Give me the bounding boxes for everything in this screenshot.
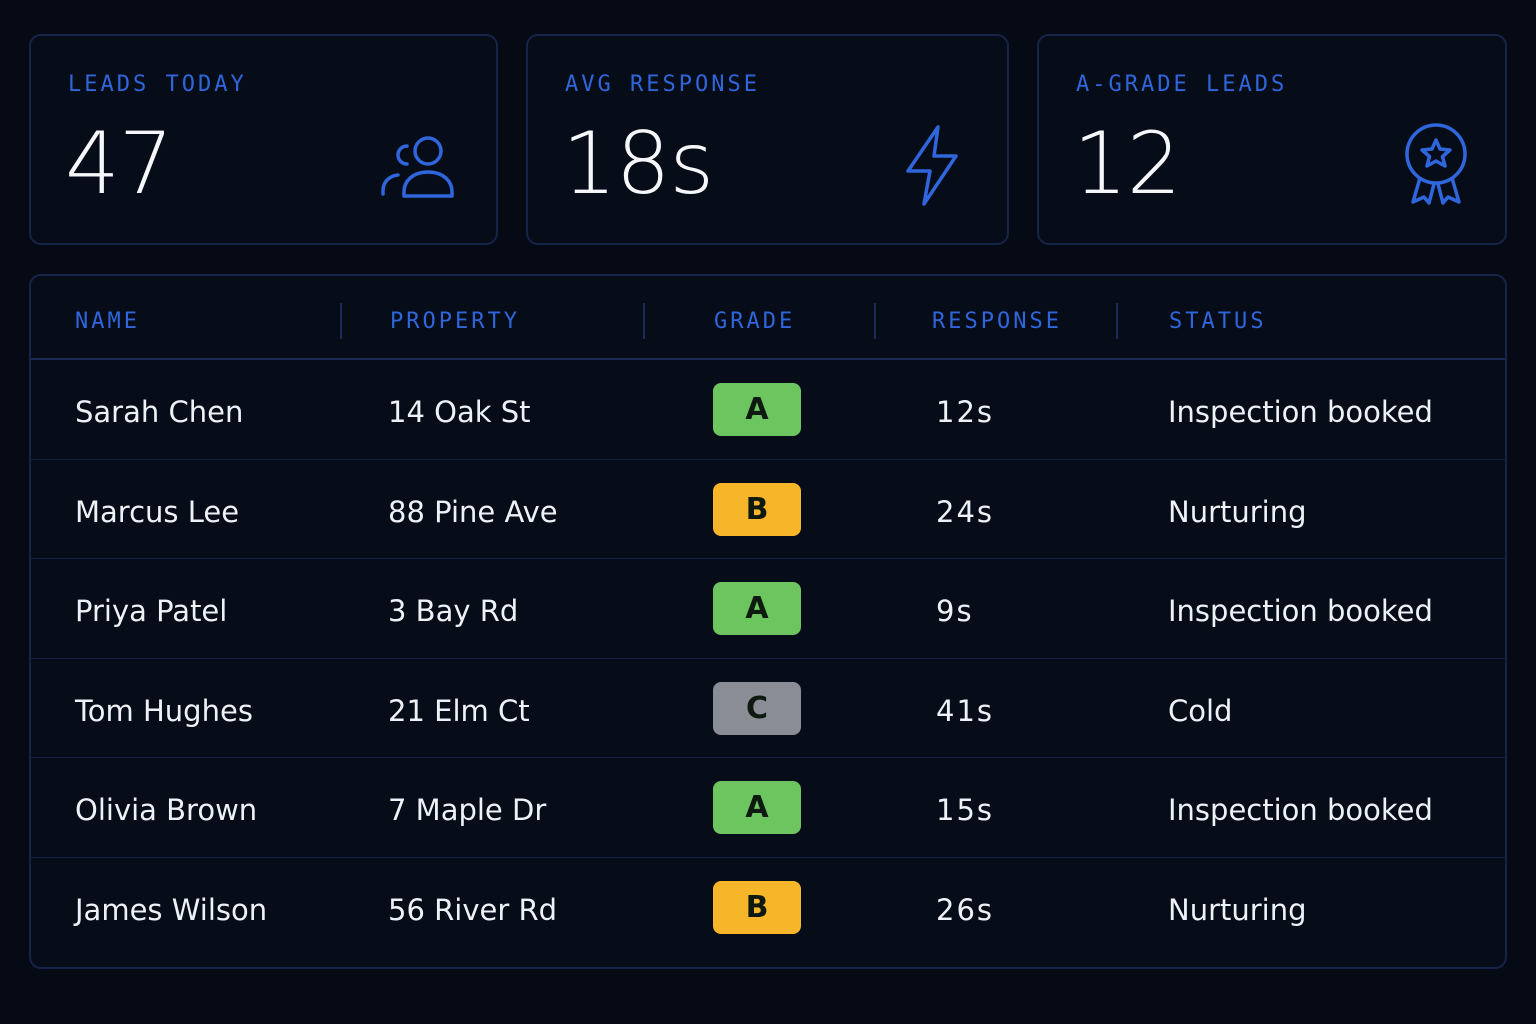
lead-name: Priya Patel	[75, 594, 228, 629]
lead-property: 56 River Rd	[388, 893, 558, 927]
lead-name: Olivia Brown	[75, 793, 258, 828]
lead-name: Sarah Chen	[75, 395, 244, 429]
lead-response-time: 12s	[936, 395, 995, 429]
table-row[interactable]: Sarah Chen 14 Oak St A 12s Inspection booked	[31, 360, 1505, 460]
users-icon	[380, 134, 458, 198]
lead-response-time: 9s	[936, 594, 974, 629]
table-row[interactable]: James Wilson 56 River Rd B 26s Nurturing	[31, 858, 1505, 958]
column-divider	[1116, 303, 1118, 339]
column-divider	[643, 303, 645, 339]
table-row[interactable]: Marcus Lee 88 Pine Ave B 24s Nurturing	[31, 460, 1505, 560]
header-response[interactable]: RESPONSE	[932, 309, 1062, 334]
lead-property: 88 Pine Ave	[388, 494, 558, 529]
stat-label: LEADS TODAY	[68, 72, 247, 97]
stat-value: 47	[65, 114, 173, 214]
grade-badge: A	[713, 582, 801, 636]
stat-label: AVG RESPONSE	[565, 72, 760, 97]
stat-value: 12	[1073, 114, 1181, 214]
grade-badge: A	[713, 383, 801, 436]
grade-badge: B	[713, 482, 801, 536]
stat-card-a-grade-leads: A-GRADE LEADS 12	[1037, 34, 1507, 245]
grade-badge: B	[713, 881, 801, 934]
stat-value: 18s	[562, 114, 714, 214]
lead-status: Inspection booked	[1168, 594, 1433, 629]
lead-response-time: 26s	[936, 893, 995, 927]
lead-response-time: 15s	[936, 793, 995, 828]
header-grade[interactable]: GRADE	[714, 309, 796, 334]
header-name[interactable]: NAME	[75, 309, 140, 334]
header-property[interactable]: PROPERTY	[390, 309, 520, 334]
table-row[interactable]: Tom Hughes 21 Elm Ct C 41s Cold	[31, 659, 1505, 759]
stat-card-avg-response: AVG RESPONSE 18s	[526, 34, 1009, 245]
column-divider	[340, 303, 342, 339]
table-row[interactable]: Priya Patel 3 Bay Rd A 9s Inspection booked	[31, 559, 1505, 659]
lead-response-time: 24s	[936, 494, 995, 529]
table-row[interactable]: Olivia Brown 7 Maple Dr A 15s Inspection boo…	[31, 758, 1505, 858]
award-ribbon-icon	[1403, 122, 1469, 206]
lead-property: 14 Oak St	[388, 395, 531, 429]
stat-card-leads-today: LEADS TODAY 47	[29, 34, 498, 245]
grade-badge: A	[713, 781, 801, 835]
lead-property: 3 Bay Rd	[388, 594, 519, 629]
stat-label: A-GRADE LEADS	[1076, 72, 1288, 97]
lightning-icon	[904, 124, 960, 208]
lead-property: 21 Elm Ct	[388, 693, 530, 728]
leads-table: NAME PROPERTY GRADE RESPONSE STATUS Sara…	[29, 274, 1507, 969]
lead-status: Cold	[1168, 693, 1233, 728]
lead-status: Nurturing	[1168, 893, 1307, 927]
lead-response-time: 41s	[936, 693, 995, 728]
header-status[interactable]: STATUS	[1169, 309, 1267, 334]
lead-status: Inspection booked	[1168, 793, 1433, 828]
lead-property: 7 Maple Dr	[388, 793, 547, 828]
lead-name: Marcus Lee	[75, 494, 240, 529]
lead-status: Inspection booked	[1168, 395, 1433, 429]
grade-badge: C	[713, 681, 801, 735]
lead-status: Nurturing	[1168, 494, 1307, 529]
lead-name: Tom Hughes	[75, 693, 253, 728]
column-divider	[874, 303, 876, 339]
lead-name: James Wilson	[75, 893, 268, 927]
table-header: NAME PROPERTY GRADE RESPONSE STATUS	[31, 276, 1505, 360]
